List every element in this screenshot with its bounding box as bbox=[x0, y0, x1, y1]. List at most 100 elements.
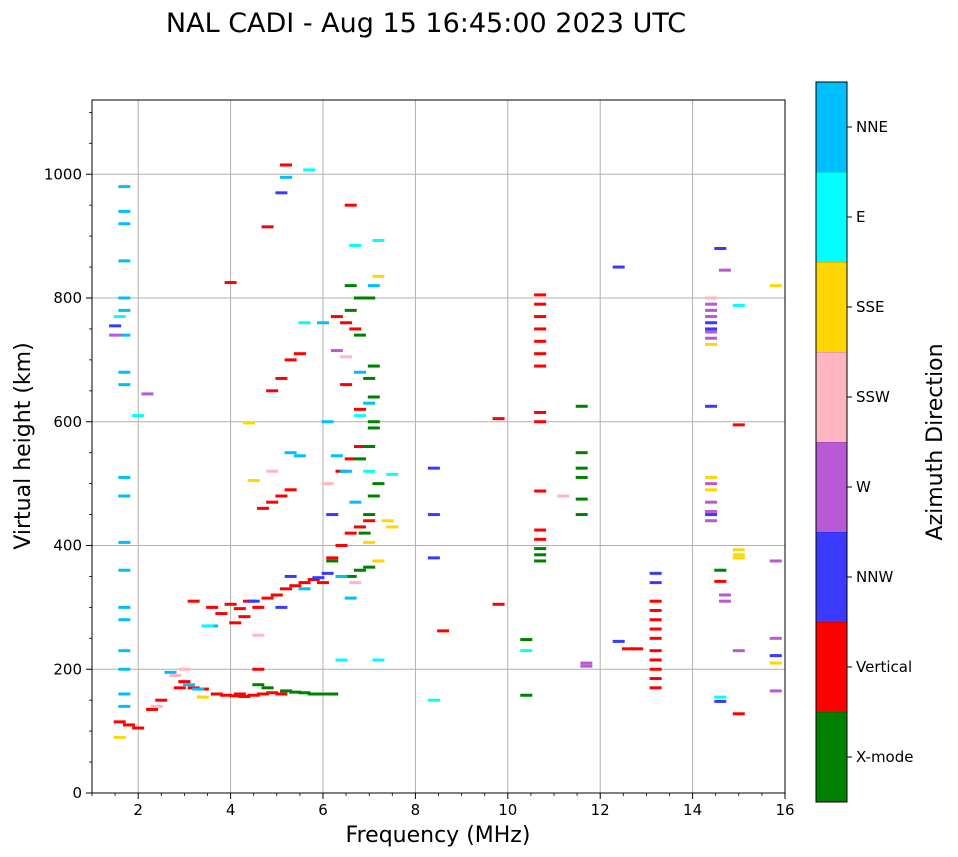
echo-point bbox=[732, 712, 745, 716]
echo-point bbox=[363, 376, 376, 380]
echo-point bbox=[363, 401, 376, 405]
echo-point bbox=[317, 692, 329, 696]
echo-point bbox=[575, 451, 588, 455]
echo-point bbox=[150, 704, 163, 708]
echo-point bbox=[206, 605, 219, 609]
echo-point bbox=[427, 513, 440, 517]
echo-point bbox=[344, 308, 357, 312]
echo-point bbox=[649, 608, 662, 612]
colorbar-swatch bbox=[816, 532, 847, 622]
series-sse bbox=[113, 274, 782, 739]
echo-point bbox=[649, 649, 662, 653]
series-ssw bbox=[150, 296, 718, 708]
echo-point bbox=[344, 574, 357, 578]
echo-point bbox=[118, 618, 131, 622]
echo-point bbox=[284, 574, 297, 578]
echo-point bbox=[353, 568, 366, 572]
echo-point bbox=[705, 342, 718, 346]
echo-point bbox=[520, 693, 533, 697]
echo-point bbox=[275, 376, 288, 380]
echo-point bbox=[621, 647, 634, 651]
echo-point bbox=[113, 720, 126, 724]
series-nne bbox=[118, 175, 380, 708]
echo-point bbox=[224, 281, 237, 285]
echo-point bbox=[118, 185, 131, 189]
echo-point bbox=[335, 574, 348, 578]
echo-point bbox=[714, 699, 727, 703]
echo-point bbox=[367, 284, 380, 288]
echo-point bbox=[534, 327, 547, 331]
echo-point bbox=[353, 445, 366, 448]
echo-point bbox=[575, 497, 588, 501]
echo-point bbox=[534, 339, 547, 343]
echo-point bbox=[705, 315, 718, 319]
echo-point bbox=[233, 692, 246, 696]
echo-point bbox=[146, 707, 159, 711]
echo-point bbox=[705, 482, 718, 486]
echo-point bbox=[705, 488, 718, 492]
echo-point bbox=[534, 547, 547, 551]
echo-point bbox=[363, 296, 376, 300]
echo-point bbox=[340, 383, 353, 387]
echo-point bbox=[649, 658, 662, 662]
echo-point bbox=[118, 333, 131, 337]
echo-point bbox=[372, 658, 385, 662]
y-tick-label: 400 bbox=[53, 537, 82, 555]
echo-point bbox=[386, 525, 399, 529]
colorbar-frame bbox=[815, 81, 848, 803]
echo-point bbox=[534, 559, 547, 563]
echo-point bbox=[534, 489, 547, 493]
echo-point bbox=[575, 466, 588, 470]
echo-point bbox=[534, 528, 547, 532]
echo-point bbox=[178, 667, 191, 671]
colorbar-swatch bbox=[816, 712, 847, 802]
echo-point bbox=[612, 639, 625, 643]
echo-point bbox=[118, 494, 131, 498]
echo-point bbox=[330, 454, 343, 458]
echo-point bbox=[289, 690, 302, 694]
echo-point bbox=[705, 330, 718, 334]
echo-point bbox=[238, 615, 251, 619]
y-tick-label: 200 bbox=[53, 660, 82, 678]
echo-point bbox=[215, 612, 228, 616]
echo-point bbox=[284, 358, 297, 362]
echo-point bbox=[330, 315, 343, 319]
colorbar-swatch bbox=[816, 442, 847, 532]
echo-point bbox=[363, 513, 376, 517]
x-tick-label: 4 bbox=[226, 801, 236, 819]
echo-point bbox=[132, 726, 145, 730]
echo-point bbox=[580, 664, 593, 668]
echo-point bbox=[534, 293, 547, 297]
echo-point bbox=[118, 383, 131, 387]
echo-point bbox=[118, 475, 131, 479]
series-w bbox=[109, 268, 782, 693]
echo-point bbox=[349, 581, 362, 585]
x-axis: 2 4 6 8 10 12 14 16 bbox=[91, 793, 795, 819]
echo-point bbox=[353, 525, 366, 529]
echo-point bbox=[386, 472, 399, 476]
echo-point bbox=[381, 519, 394, 523]
plot-area: 2 4 6 8 10 12 14 16 0 200 400 600 800 1000 bbox=[44, 99, 795, 819]
colorbar-title: Azimuth Direction bbox=[923, 343, 948, 540]
echo-point bbox=[266, 500, 279, 504]
echo-point bbox=[427, 466, 440, 470]
echo-point bbox=[330, 349, 343, 353]
echo-point bbox=[275, 692, 288, 696]
echo-point bbox=[649, 677, 662, 681]
echo-point bbox=[340, 355, 353, 359]
echo-point bbox=[326, 559, 339, 563]
echo-point bbox=[353, 333, 366, 337]
echo-point bbox=[340, 469, 353, 473]
echo-point bbox=[353, 414, 366, 418]
echo-point bbox=[705, 321, 718, 325]
echo-point bbox=[769, 284, 782, 288]
echo-point bbox=[303, 168, 316, 172]
echo-point bbox=[238, 694, 251, 698]
echo-point bbox=[649, 636, 662, 640]
series-e bbox=[113, 168, 745, 702]
echo-point bbox=[321, 571, 334, 575]
x-tick-label: 10 bbox=[498, 801, 517, 819]
y-axis: 0 200 400 600 800 1000 bbox=[44, 111, 92, 802]
echo-point bbox=[280, 689, 293, 693]
